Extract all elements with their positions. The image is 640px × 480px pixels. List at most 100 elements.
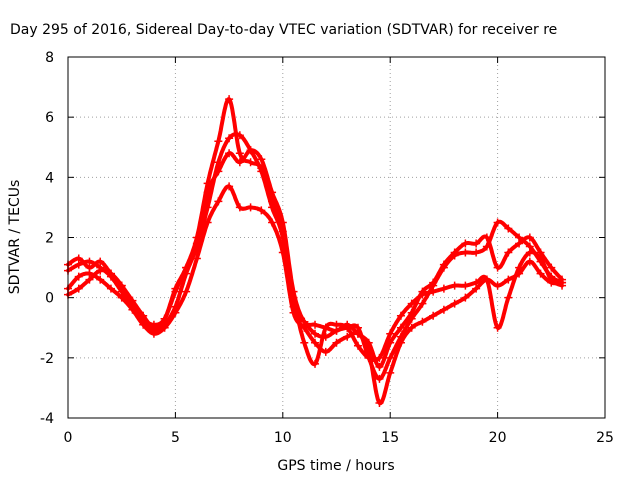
data-point xyxy=(525,257,534,266)
data-point xyxy=(558,281,567,290)
data-point xyxy=(74,284,83,293)
data-point xyxy=(386,329,395,338)
x-tick-label: 15 xyxy=(381,430,399,446)
y-tick-label: -4 xyxy=(40,411,54,427)
data-point xyxy=(321,323,330,332)
data-point xyxy=(461,293,470,302)
data-point xyxy=(515,233,524,242)
data-point xyxy=(375,398,384,407)
data-point xyxy=(429,287,438,296)
data-point xyxy=(149,329,158,338)
data-point xyxy=(192,254,201,263)
data-point xyxy=(396,338,405,347)
data-point xyxy=(235,203,244,212)
y-axis-label: SDTVAR / TECUs xyxy=(7,180,23,295)
data-point xyxy=(439,284,448,293)
data-point xyxy=(375,374,384,383)
data-point xyxy=(450,299,459,308)
y-tick-label: 2 xyxy=(45,231,54,247)
data-point xyxy=(311,320,320,329)
data-point xyxy=(96,266,105,275)
data-point xyxy=(257,206,266,215)
data-point xyxy=(472,239,481,248)
data-point xyxy=(418,299,427,308)
data-point xyxy=(386,353,395,362)
x-tick-label: 5 xyxy=(171,430,180,446)
data-point xyxy=(504,293,513,302)
data-point xyxy=(182,263,191,272)
data-point xyxy=(353,341,362,350)
data-point xyxy=(418,317,427,326)
data-point xyxy=(504,224,513,233)
data-point xyxy=(182,287,191,296)
data-point xyxy=(482,242,491,251)
data-point xyxy=(160,314,169,323)
data-point xyxy=(106,284,115,293)
data-point xyxy=(203,179,212,188)
data-point xyxy=(493,281,502,290)
data-point xyxy=(117,281,126,290)
data-point xyxy=(311,329,320,338)
data-point xyxy=(96,275,105,284)
data-point xyxy=(225,149,234,158)
data-point xyxy=(493,323,502,332)
data-point xyxy=(225,182,234,191)
y-tick-label: 8 xyxy=(45,50,54,66)
data-point xyxy=(493,218,502,227)
data-point xyxy=(525,248,534,257)
data-point xyxy=(171,308,180,317)
data-point xyxy=(171,284,180,293)
data-point xyxy=(353,329,362,338)
data-point xyxy=(429,311,438,320)
x-tick-label: 20 xyxy=(489,430,507,446)
data-point xyxy=(343,323,352,332)
series-line xyxy=(66,184,564,406)
data-point xyxy=(450,251,459,260)
data-point xyxy=(128,299,137,308)
data-point xyxy=(407,299,416,308)
data-point xyxy=(472,278,481,287)
data-point xyxy=(311,338,320,347)
data-point xyxy=(321,347,330,356)
data-point xyxy=(332,338,341,347)
data-point xyxy=(515,263,524,272)
data-point xyxy=(117,293,126,302)
data-point xyxy=(407,323,416,332)
data-point xyxy=(235,158,244,167)
x-tick-label: 0 xyxy=(64,430,73,446)
data-point xyxy=(343,332,352,341)
data-point xyxy=(396,311,405,320)
data-point xyxy=(268,218,277,227)
data-point xyxy=(85,257,94,266)
data-point xyxy=(536,254,545,263)
x-tick-label: 25 xyxy=(596,430,614,446)
data-point xyxy=(536,269,545,278)
data-point xyxy=(289,293,298,302)
y-tick-label: -2 xyxy=(40,351,54,367)
data-point xyxy=(149,320,158,329)
data-point xyxy=(364,353,373,362)
data-point xyxy=(418,290,427,299)
data-point xyxy=(203,218,212,227)
data-point xyxy=(106,269,115,278)
data-point xyxy=(547,263,556,272)
data-point xyxy=(257,155,266,164)
y-tick-label: 0 xyxy=(45,291,54,307)
data-point xyxy=(461,281,470,290)
data-point xyxy=(246,158,255,167)
data-series xyxy=(64,95,567,368)
data-point xyxy=(386,368,395,377)
data-point xyxy=(139,314,148,323)
data-point xyxy=(396,323,405,332)
x-tick-label: 10 xyxy=(274,430,292,446)
data-point xyxy=(311,359,320,368)
data-point xyxy=(214,197,223,206)
data-point xyxy=(214,158,223,167)
data-series xyxy=(64,182,567,407)
data-point xyxy=(547,275,556,284)
data-point xyxy=(225,134,234,143)
data-point xyxy=(439,305,448,314)
data-point xyxy=(225,95,234,104)
data-point xyxy=(300,338,309,347)
